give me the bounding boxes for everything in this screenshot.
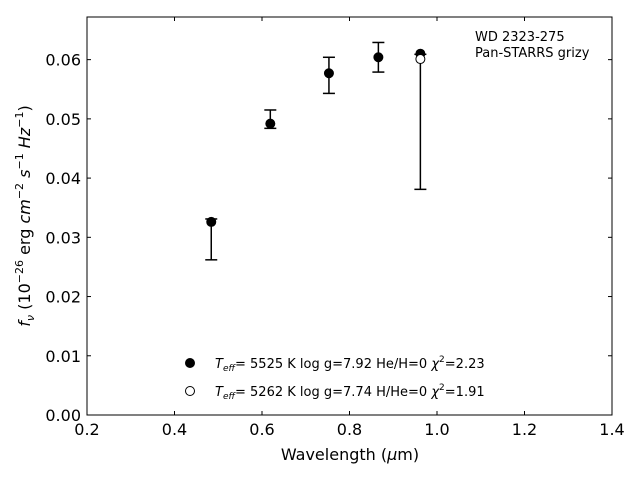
y-tick-label: 0.02 (45, 288, 81, 307)
x-tick-label: 0.8 (337, 420, 362, 439)
x-axis-label: Wavelength (μm) (281, 445, 419, 464)
annotation-line-1: WD 2323-275 (475, 30, 565, 45)
legend-entry-2: Teff= 5262 K log g=7.74 H/He=0 χ2=1.91 (215, 383, 485, 402)
model-point-open (415, 54, 426, 65)
x-tick-label: 0.4 (162, 420, 187, 439)
y-tick-label: 0.05 (45, 110, 81, 129)
plot-background (87, 17, 612, 415)
model-point-filled (323, 68, 334, 79)
x-tick-label: 0.2 (74, 420, 99, 439)
y-tick-label: 0.04 (45, 169, 81, 188)
model-point-filled (373, 52, 384, 63)
data-points (206, 48, 426, 227)
axis-ticks: 0.2 0.4 0.6 0.8 1.0 1.2 1.4 0.00 0.01 0.02 0.03 0.0… (45, 17, 625, 439)
x-tick-label: 0.6 (249, 420, 274, 439)
y-tick-label: 0.06 (45, 51, 81, 70)
y-axis-label: fν (10−26 erg cm−2 s−1 Hz−1) (13, 105, 37, 326)
x-tick-label: 1.4 (599, 420, 624, 439)
y-tick-label: 0.03 (45, 228, 81, 247)
model-point-filled (265, 118, 276, 129)
y-tick-label: 0.00 (45, 406, 81, 425)
legend: Teff= 5525 K log g=7.92 He/H=0 χ2=2.23 T… (185, 355, 485, 402)
legend-marker-open (185, 386, 195, 396)
annotation-line-2: Pan-STARRS grizy (475, 46, 590, 61)
legend-entry-1: Teff= 5525 K log g=7.92 He/H=0 χ2=2.23 (215, 355, 485, 374)
legend-marker-filled (185, 358, 195, 368)
x-tick-label: 1.0 (424, 420, 449, 439)
x-tick-label: 1.2 (512, 420, 537, 439)
model-point-filled (206, 216, 217, 227)
y-tick-label: 0.01 (45, 347, 81, 366)
plot-frame (86, 16, 613, 416)
